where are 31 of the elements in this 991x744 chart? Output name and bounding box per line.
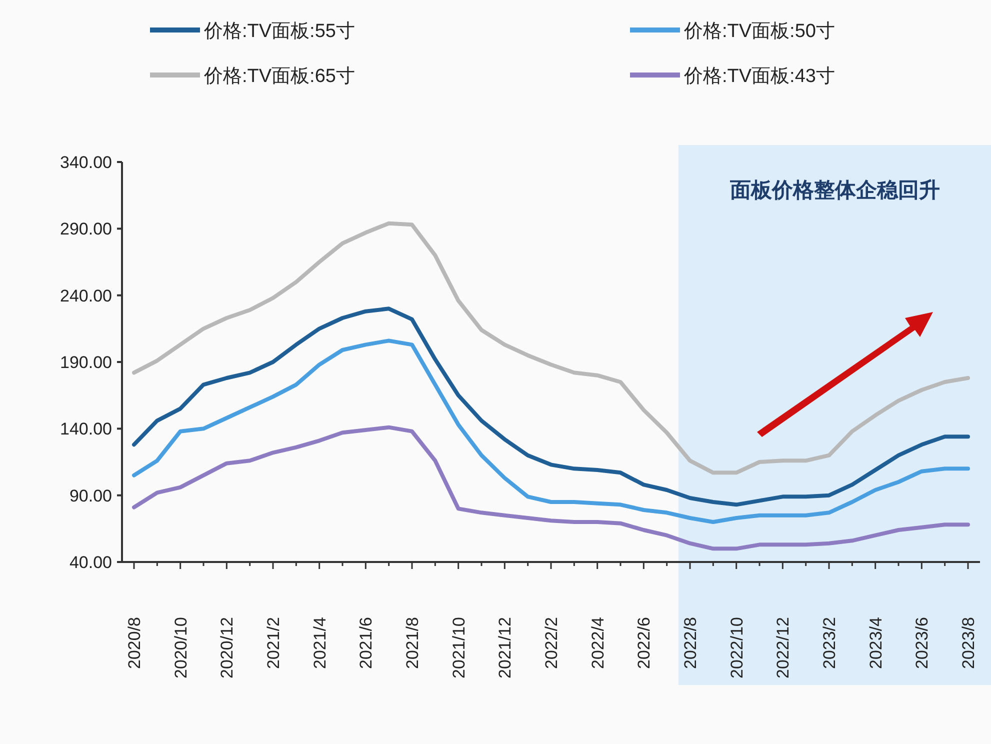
x-tick-label: 2022/4: [588, 617, 608, 669]
x-tick-label: 2021/4: [310, 617, 330, 669]
x-tick-label: 2022/8: [681, 617, 700, 669]
y-tick-label: 240.00: [60, 286, 112, 306]
y-tick-label: 90.00: [69, 486, 112, 506]
x-tick-label: 2020/10: [171, 617, 190, 678]
x-tick-label: 2023/6: [912, 617, 932, 669]
x-tick-label: 2021/6: [356, 617, 376, 669]
y-tick-label: 40.00: [69, 553, 112, 572]
legend-label: 价格:TV面板:65寸: [203, 66, 355, 87]
legend-label: 价格:TV面板:55寸: [203, 21, 355, 42]
x-tick-label: 2023/4: [866, 617, 886, 669]
x-tick-label: 2020/12: [218, 617, 237, 678]
x-tick-label: 2022/2: [542, 617, 561, 669]
x-tick-label: 2022/10: [727, 617, 746, 678]
x-tick-label: 2021/10: [449, 617, 468, 678]
y-tick-label: 290.00: [60, 220, 112, 239]
x-tick-label: 2021/8: [403, 617, 422, 669]
x-tick-label: 2023/2: [820, 617, 839, 669]
x-tick-label: 2023/8: [959, 617, 978, 669]
x-tick-label: 2022/12: [774, 617, 793, 678]
y-tick-label: 340.00: [60, 153, 112, 172]
annotation: 面板价格整体企稳回升: [730, 179, 940, 202]
x-tick-label: 2021/2: [264, 617, 283, 669]
x-tick-label: 2020/8: [125, 617, 144, 669]
legend-label: 价格:TV面板:43寸: [683, 66, 835, 87]
legend-label: 价格:TV面板:50寸: [683, 21, 835, 42]
x-tick-label: 2021/12: [496, 617, 515, 678]
x-tick-label: 2022/6: [634, 617, 654, 669]
y-tick-label: 140.00: [60, 420, 112, 439]
y-tick-label: 190.00: [60, 353, 112, 372]
